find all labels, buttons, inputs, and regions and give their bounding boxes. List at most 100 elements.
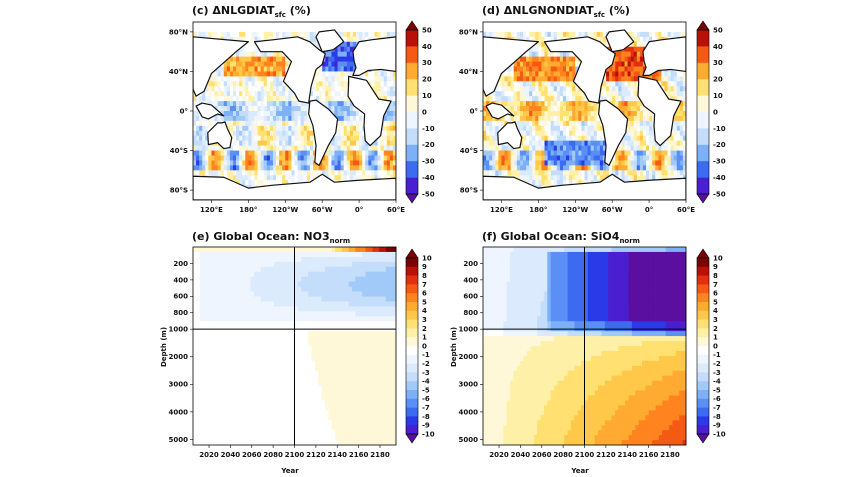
map-cell bbox=[205, 120, 209, 127]
map-cell bbox=[300, 130, 305, 137]
map-cell bbox=[309, 26, 314, 33]
map-cell bbox=[486, 115, 490, 122]
map-cell bbox=[334, 86, 338, 92]
map-cell bbox=[297, 106, 302, 112]
map-cell bbox=[596, 31, 601, 38]
map-cell bbox=[306, 120, 311, 127]
map-cell bbox=[624, 165, 628, 171]
map-cell bbox=[578, 120, 582, 127]
map-cell bbox=[627, 101, 632, 107]
map-cell bbox=[279, 86, 283, 92]
map-cell bbox=[553, 51, 558, 58]
map-cell bbox=[294, 111, 298, 117]
map-cell bbox=[538, 56, 542, 62]
map-cell bbox=[309, 96, 314, 102]
map-cell bbox=[208, 96, 212, 102]
map-cell bbox=[673, 91, 678, 97]
map-cell bbox=[581, 140, 585, 147]
map-cell bbox=[679, 130, 684, 137]
map-cell bbox=[596, 175, 601, 181]
map-cell bbox=[639, 120, 644, 127]
map-cell bbox=[661, 165, 665, 171]
map-cell bbox=[239, 36, 243, 43]
map-cell bbox=[575, 31, 579, 38]
map-cell bbox=[522, 26, 527, 33]
map-cell bbox=[303, 135, 308, 142]
map-cell bbox=[658, 22, 662, 28]
map-cell bbox=[279, 150, 283, 156]
map-cell bbox=[679, 106, 684, 112]
map-cell bbox=[578, 101, 582, 107]
map-cell bbox=[300, 175, 305, 181]
map-cell bbox=[272, 130, 277, 137]
map-cell bbox=[242, 61, 246, 67]
map-cell bbox=[522, 61, 527, 67]
map-cell bbox=[630, 120, 635, 127]
map-cell bbox=[544, 145, 548, 151]
map-cell bbox=[612, 22, 616, 28]
map-cell bbox=[587, 115, 592, 122]
map-cell bbox=[236, 31, 240, 38]
map-cell bbox=[569, 120, 573, 127]
map-cell bbox=[337, 170, 342, 176]
map-cell bbox=[572, 130, 576, 137]
map-cell bbox=[269, 66, 274, 72]
map-cell bbox=[529, 106, 533, 112]
section-cell bbox=[236, 256, 241, 263]
map-cell bbox=[584, 170, 588, 176]
map-cell bbox=[260, 170, 265, 176]
map-cell bbox=[569, 115, 573, 122]
map-cell bbox=[196, 120, 200, 127]
map-cell bbox=[374, 140, 378, 147]
map-cell bbox=[239, 56, 243, 62]
map-cell bbox=[279, 135, 283, 142]
x-tick-label: 120°W bbox=[562, 206, 588, 214]
map-cell bbox=[507, 31, 512, 38]
map-cell bbox=[346, 165, 351, 171]
map-cell bbox=[312, 81, 317, 87]
map-cell bbox=[352, 145, 357, 151]
map-cell bbox=[682, 170, 686, 176]
map-cell bbox=[483, 170, 487, 176]
map-cell bbox=[226, 111, 231, 117]
map-cell bbox=[483, 145, 487, 151]
map-cell bbox=[522, 135, 527, 142]
map-cell bbox=[624, 46, 628, 53]
map-cell bbox=[337, 175, 342, 181]
map-cell bbox=[232, 155, 237, 161]
map-cell bbox=[368, 145, 372, 151]
map-cell bbox=[374, 145, 378, 151]
map-cell bbox=[529, 66, 533, 72]
section-cell bbox=[243, 256, 248, 263]
map-cell bbox=[547, 86, 552, 92]
map-cell bbox=[196, 160, 200, 166]
map-cell bbox=[630, 66, 635, 72]
map-cell bbox=[193, 155, 197, 161]
map-cell bbox=[276, 96, 280, 102]
map-cell bbox=[584, 140, 588, 147]
map-cell bbox=[242, 140, 246, 147]
map-cell bbox=[633, 71, 638, 77]
map-cell bbox=[544, 170, 548, 176]
map-cell bbox=[584, 155, 588, 161]
map-cell bbox=[346, 145, 351, 151]
map-cell bbox=[389, 101, 394, 107]
map-cell bbox=[272, 56, 277, 62]
map-cell bbox=[556, 66, 561, 72]
section-cell bbox=[220, 256, 224, 263]
map-cell bbox=[578, 135, 582, 142]
map-cell bbox=[547, 160, 552, 166]
map-cell bbox=[285, 115, 289, 122]
map-cell bbox=[245, 180, 249, 186]
map-cell bbox=[242, 145, 246, 151]
map-cell bbox=[349, 165, 354, 171]
map-cell bbox=[214, 31, 219, 38]
section-cell bbox=[213, 251, 218, 258]
map-cell bbox=[572, 71, 576, 77]
map-cell bbox=[282, 111, 286, 117]
section-cell bbox=[270, 256, 275, 263]
map-cell bbox=[596, 140, 601, 147]
map-cell bbox=[291, 155, 295, 161]
map-cell bbox=[236, 120, 240, 127]
map-cell bbox=[670, 26, 675, 33]
